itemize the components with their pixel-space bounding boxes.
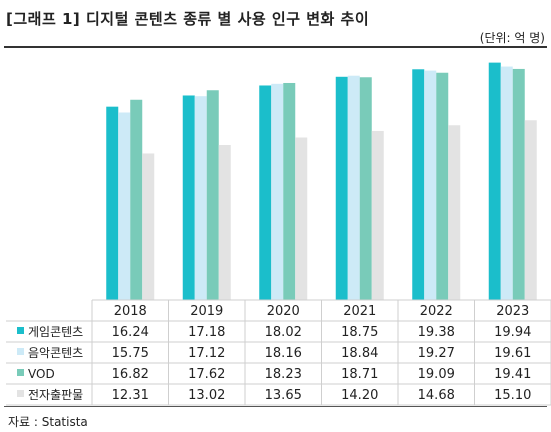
bar-전자출판물-2018 (142, 153, 155, 300)
bar-게임콘텐츠-2019 (182, 95, 195, 300)
bar-게임콘텐츠-2018 (106, 106, 119, 300)
bar-음악콘텐츠-2022 (424, 70, 437, 300)
bar-게임콘텐츠-2021 (335, 76, 348, 300)
bar-게임콘텐츠-2022 (412, 69, 425, 300)
data-label: 18.84 (341, 346, 378, 361)
bar-VOD-2021 (359, 77, 372, 300)
bar-전자출판물-2022 (448, 125, 461, 301)
bottom-divider (4, 406, 547, 407)
x-tick-label: 2019 (190, 304, 223, 319)
bar-VOD-2018 (130, 99, 143, 300)
data-label: 18.75 (341, 325, 378, 340)
legend-swatch (17, 390, 24, 397)
data-label: 18.16 (265, 346, 302, 361)
x-tick-label: 2022 (420, 304, 453, 319)
x-tick-label: 2020 (267, 304, 300, 319)
legend-label: 게임콘텐츠 (28, 325, 83, 339)
data-label: 17.62 (188, 367, 225, 382)
bar-게임콘텐츠-2023 (488, 62, 501, 301)
bar-전자출판물-2019 (218, 145, 231, 300)
data-label: 14.20 (341, 388, 378, 403)
data-label: 19.38 (418, 325, 455, 340)
legend-label: 전자출판물 (28, 388, 83, 402)
legend-label: 음악콘텐츠 (28, 346, 83, 360)
x-tick-label: 2018 (114, 304, 147, 319)
data-label: 17.18 (188, 325, 225, 340)
bar-음악콘텐츠-2018 (118, 112, 131, 300)
data-label: 19.09 (418, 367, 455, 382)
data-label: 18.71 (341, 367, 378, 382)
data-label: 16.82 (112, 367, 149, 382)
legend-swatch (17, 348, 24, 355)
x-tick-label: 2021 (343, 304, 376, 319)
unit-label: (단위: 억 명) (479, 31, 545, 45)
data-label: 12.31 (112, 388, 149, 403)
legend-swatch (17, 327, 24, 334)
data-label: 18.02 (265, 325, 302, 340)
legend-swatch (17, 369, 24, 376)
bar-전자출판물-2020 (295, 137, 308, 300)
data-label: 18.23 (265, 367, 302, 382)
bar-음악콘텐츠-2021 (347, 75, 360, 301)
data-label: 19.94 (494, 325, 531, 340)
x-tick-label: 2023 (496, 304, 529, 319)
source-note: 자료 : Statista (8, 415, 88, 429)
bar-음악콘텐츠-2023 (500, 66, 513, 300)
bars-group (106, 62, 537, 301)
data-label: 19.61 (494, 346, 531, 361)
bar-음악콘텐츠-2020 (271, 83, 284, 300)
data-label: 14.68 (418, 388, 455, 403)
chart-title: [그래프 1] 디지털 콘텐츠 종류 별 사용 인구 변화 추이 (6, 10, 370, 28)
data-label: 19.41 (494, 367, 531, 382)
data-label: 13.02 (188, 388, 225, 403)
data-label: 17.12 (188, 346, 225, 361)
data-label: 15.75 (112, 346, 149, 361)
bar-게임콘텐츠-2020 (259, 85, 272, 300)
bar-VOD-2019 (206, 90, 219, 301)
title-divider (4, 46, 547, 48)
data-label: 19.27 (418, 346, 455, 361)
data-label: 15.10 (494, 388, 531, 403)
bar-VOD-2020 (283, 82, 296, 300)
data-label: 16.24 (112, 325, 149, 340)
bar-VOD-2022 (436, 72, 449, 301)
bar-VOD-2023 (512, 68, 525, 301)
legend-label: VOD (28, 367, 55, 381)
bar-전자출판물-2023 (524, 120, 537, 301)
bar-전자출판물-2021 (371, 130, 384, 300)
bar-음악콘텐츠-2019 (194, 96, 207, 300)
data-table: 2018 2019 2020 2021 2022 2023 게임콘텐츠 16.24 17.18 1… (6, 299, 551, 406)
data-label: 13.65 (265, 388, 302, 403)
